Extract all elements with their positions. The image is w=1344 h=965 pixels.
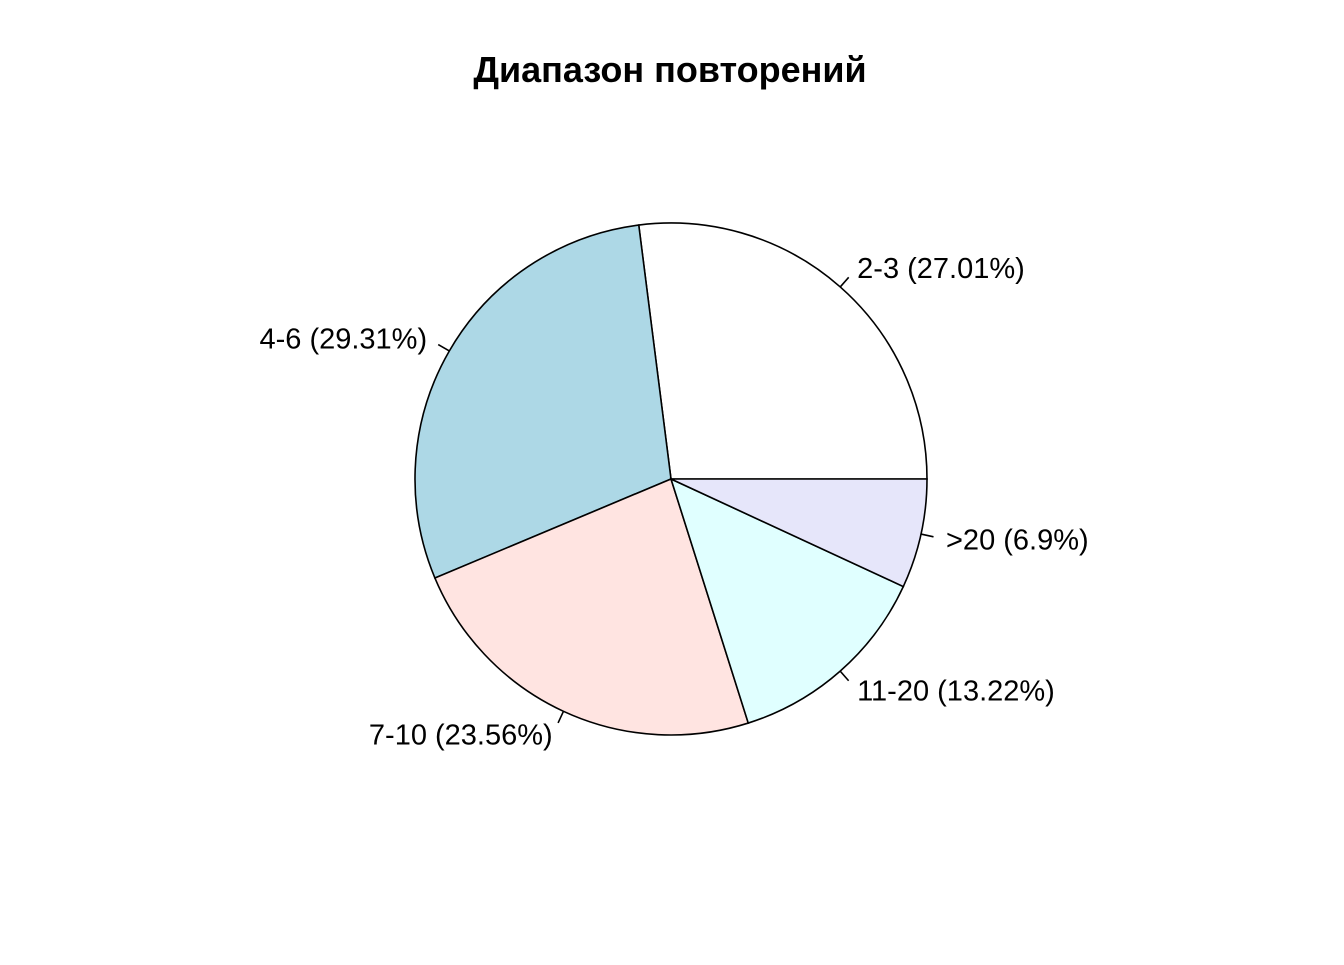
- pie-slice->20: [670, 478, 928, 588]
- slice-label: 2-3 (27.01%): [857, 253, 1025, 285]
- pie-slice-11-20: [669, 477, 905, 725]
- pie-slice-4-6: [414, 224, 672, 580]
- label-tick: [437, 343, 450, 352]
- chart-title: Диапазон повторений: [473, 49, 866, 90]
- slice-label: 4-6 (29.31%): [259, 323, 427, 355]
- label-tick: [557, 710, 565, 724]
- slice-label: 7-10 (23.56%): [369, 720, 553, 752]
- slice-label: 11-20 (13.22%): [857, 675, 1055, 707]
- pie-slices: [414, 222, 928, 736]
- label-tick: [920, 533, 934, 538]
- pie-labels: 2-3 (27.01%) 4-6 (29.31%) 7-10 (23.56%) 11-…: [259, 253, 1088, 752]
- slice-label: >20 (6.9%): [946, 525, 1089, 557]
- pie-slice-2-3: [637, 222, 928, 480]
- label-tick: [839, 670, 850, 682]
- pie-slice-7-10: [433, 477, 750, 736]
- label-tick: [839, 276, 850, 288]
